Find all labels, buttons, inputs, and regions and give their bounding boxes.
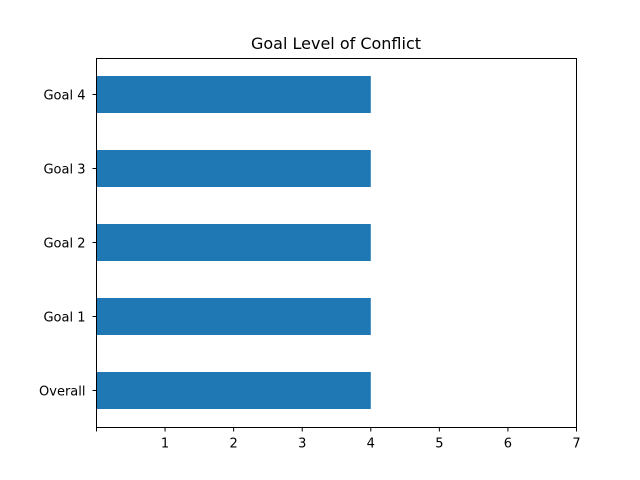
x-tick-label: 5 [435,437,443,452]
y-tick-label: Goal 3 [43,163,85,178]
x-tick-label: 1 [161,437,169,452]
x-tick-label: 7 [572,437,580,452]
bar [96,298,371,335]
x-tick-label: 4 [367,437,375,452]
x-tick-label: 6 [504,437,512,452]
plot-frame [96,58,577,428]
y-tick-label: Goal 2 [43,237,85,252]
chart-title: Goal Level of Conflict [251,34,421,53]
y-tick-label: Overall [39,385,85,400]
y-tick-label: Goal 1 [43,311,85,326]
bar [96,224,371,261]
y-axis: Overall Goal 1 Goal 2 Goal 3 Goal 4 [39,89,97,400]
x-axis: 1 2 3 4 5 6 7 [96,427,581,452]
x-tick-label: 2 [230,437,238,452]
y-tick-label: Goal 4 [43,89,85,104]
bar [96,372,371,409]
bar [96,150,371,187]
x-tick-label: 3 [298,437,306,452]
bar [96,76,371,113]
bars-layer [96,76,371,409]
